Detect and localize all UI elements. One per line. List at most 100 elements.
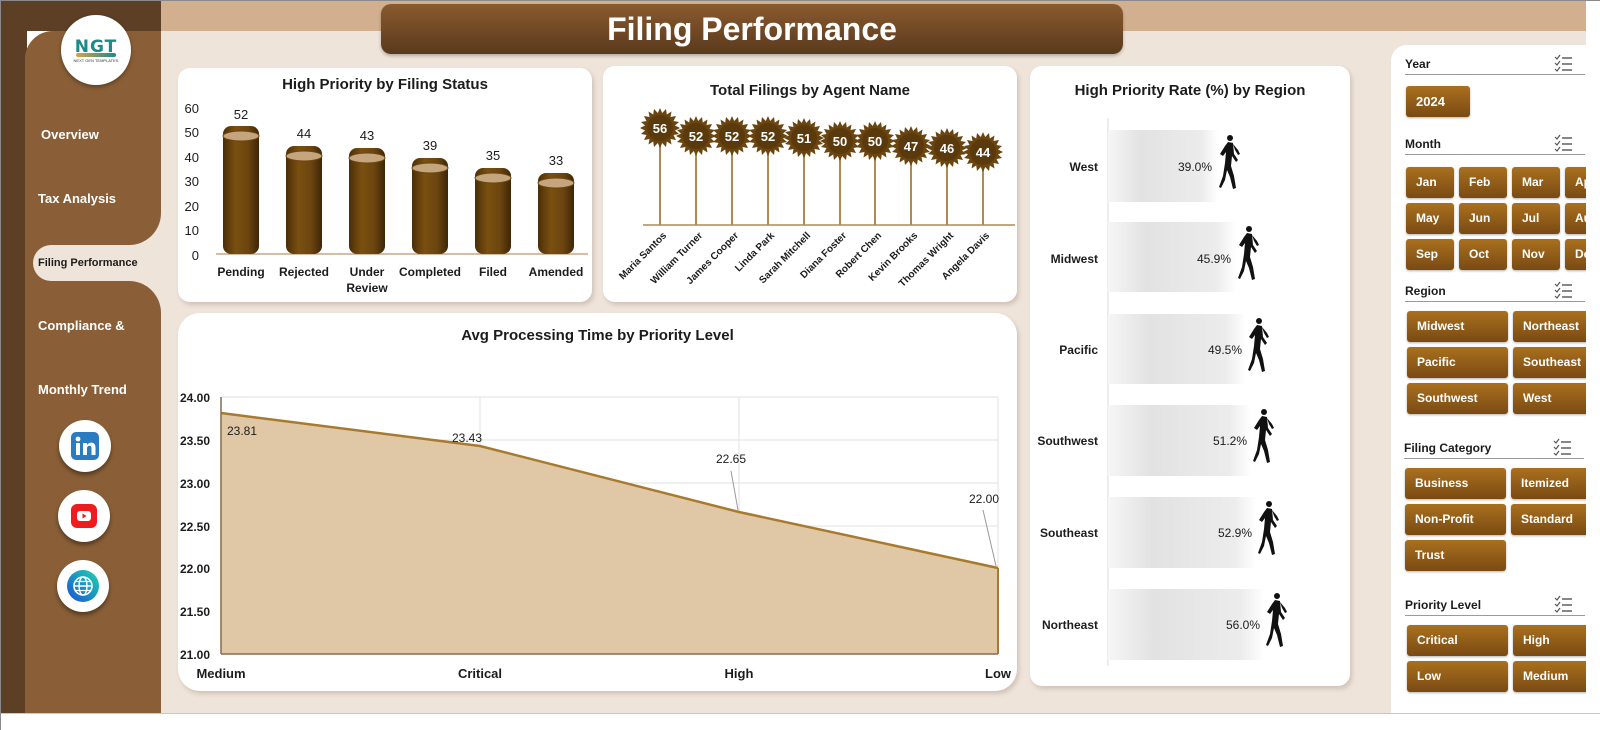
svg-text:22.00: 22.00 [180,562,210,576]
filter-month-jun[interactable]: Jun [1459,203,1507,234]
filter-month-may[interactable]: May [1406,203,1454,234]
filter-label: Region [1405,284,1446,298]
page-title-bar: Filing Performance [381,4,1123,54]
data-labels: 39.0% 45.9% 49.5% 51.2% 52.9% 56.0% [1178,160,1260,632]
svg-text:56.0%: 56.0% [1226,618,1260,632]
svg-text:35: 35 [486,148,500,163]
filter-month-aug[interactable]: Aug [1565,203,1586,234]
svg-text:22.50: 22.50 [180,520,210,534]
svg-text:49.5%: 49.5% [1208,343,1242,357]
multi-select-icon[interactable] [1552,437,1572,457]
filter-month-apr[interactable]: Apr [1565,167,1586,198]
filter-category: Filing Category [1404,437,1584,459]
runner-icons [1219,135,1287,647]
svg-text:21.00: 21.00 [180,648,210,662]
svg-text:Critical: Critical [458,666,502,681]
window-bottom-edge [1,713,1600,730]
youtube-button[interactable] [58,490,110,542]
logo-text: NGT [74,37,118,57]
hbar-chart-region: West Midwest Pacific Southwest Southeast… [1037,118,1287,666]
filter-clip: Jan Feb Mar Apr May Jun Jul Aug Sep Oct … [1386,41,1586,713]
multi-select-icon[interactable] [1553,53,1573,73]
area-fill [221,413,998,654]
svg-text:22.65: 22.65 [716,452,746,466]
svg-text:24.00: 24.00 [180,391,210,405]
filter-header: Year [1405,53,1585,75]
svg-text:45.9%: 45.9% [1197,252,1231,266]
svg-text:Southeast: Southeast [1040,526,1098,540]
filter-label: Filing Category [1404,441,1492,455]
filter-category-business[interactable]: Business [1405,468,1506,499]
filter-month-dec[interactable]: Dec [1565,239,1586,270]
filter-year-2024[interactable]: 2024 [1406,86,1470,117]
sidebar-item-tax-analysis[interactable]: Tax Analysis [38,191,117,206]
filter-month-jan[interactable]: Jan [1406,167,1454,198]
filter-category-trust[interactable]: Trust [1405,540,1506,571]
filter-panel [1391,45,1586,713]
svg-text:Pending: Pending [217,265,264,279]
filter-region-southwest[interactable]: Southwest [1407,383,1508,414]
svg-text:51: 51 [797,131,811,146]
filter-month: Month [1405,133,1585,155]
svg-text:52: 52 [689,129,703,144]
filter-month-sep[interactable]: Sep [1406,239,1454,270]
chart-card-filing-status: High Priority by Filing Status 60 50 40 … [178,68,592,302]
sidebar-item-monthly-trend[interactable]: Monthly Trend [38,382,127,397]
filter-category-itemized[interactable]: Itemized [1511,468,1586,499]
filter-year: Year [1405,53,1585,75]
svg-text:West: West [1070,160,1098,174]
filter-region: Region [1405,280,1585,302]
filter-priority-medium[interactable]: Medium [1513,661,1586,692]
svg-text:51.2%: 51.2% [1213,434,1247,448]
filter-month-oct[interactable]: Oct [1459,239,1507,270]
sidebar-item-overview[interactable]: Overview [41,127,99,142]
filter-region-midwest[interactable]: Midwest [1407,311,1508,342]
filter-priority-low[interactable]: Low [1407,661,1508,692]
filter-region-southeast[interactable]: Southeast [1513,347,1586,378]
filter-priority-high[interactable]: High [1513,625,1586,656]
multi-select-icon[interactable] [1553,133,1573,153]
chart-card-processing-time: Avg Processing Time by Priority Level [178,313,1017,691]
svg-text:23.50: 23.50 [180,434,210,448]
multi-select-icon[interactable] [1553,280,1573,300]
filter-month-mar[interactable]: Mar [1512,167,1560,198]
svg-text:52.9%: 52.9% [1218,526,1252,540]
sidebar-item-filing-performance[interactable]: Filing Performance [38,257,138,269]
svg-text:52: 52 [234,107,248,122]
data-labels: 23.81 23.43 22.65 22.00 [227,424,999,506]
data-labels: 56 52 52 52 51 50 50 47 46 44 [653,121,991,160]
filter-month-nov[interactable]: Nov [1512,239,1560,270]
multi-select-icon[interactable] [1553,594,1573,614]
nav-active-highlight [33,245,161,281]
filter-region-pacific[interactable]: Pacific [1407,347,1508,378]
filter-header: Month [1405,133,1585,155]
sidebar-item-compliance[interactable]: Compliance & [38,318,125,333]
svg-text:30: 30 [185,174,199,189]
x-axis-labels: Maria Santos William Turner James Cooper… [617,230,992,290]
svg-text:43: 43 [360,128,374,143]
filter-month-jul[interactable]: Jul [1512,203,1560,234]
filter-category-standard[interactable]: Standard [1511,504,1586,535]
linkedin-icon [71,432,99,460]
leader-lines [730,470,997,567]
svg-text:Filed: Filed [479,265,507,279]
svg-text:46: 46 [940,141,954,156]
filter-month-feb[interactable]: Feb [1459,167,1507,198]
filter-header: Priority Level [1405,594,1585,616]
svg-text:Amended: Amended [529,265,584,279]
filter-region-west[interactable]: West [1513,383,1586,414]
svg-text:Northeast: Northeast [1042,618,1098,632]
x-axis-labels: Medium Critical High Low [196,666,1011,681]
svg-text:22.00: 22.00 [969,492,999,506]
linkedin-button[interactable] [59,420,111,472]
filter-region-northeast[interactable]: Northeast [1513,311,1586,342]
logo-subtext: NEXT GEN TEMPLATES [73,58,119,63]
svg-text:47: 47 [904,139,918,154]
svg-text:0: 0 [192,248,199,263]
svg-text:High: High [725,666,754,681]
filter-priority-critical[interactable]: Critical [1407,625,1508,656]
filter-category-non-profit[interactable]: Non-Profit [1405,504,1506,535]
website-button[interactable] [57,560,109,612]
svg-text:Review: Review [346,281,388,295]
